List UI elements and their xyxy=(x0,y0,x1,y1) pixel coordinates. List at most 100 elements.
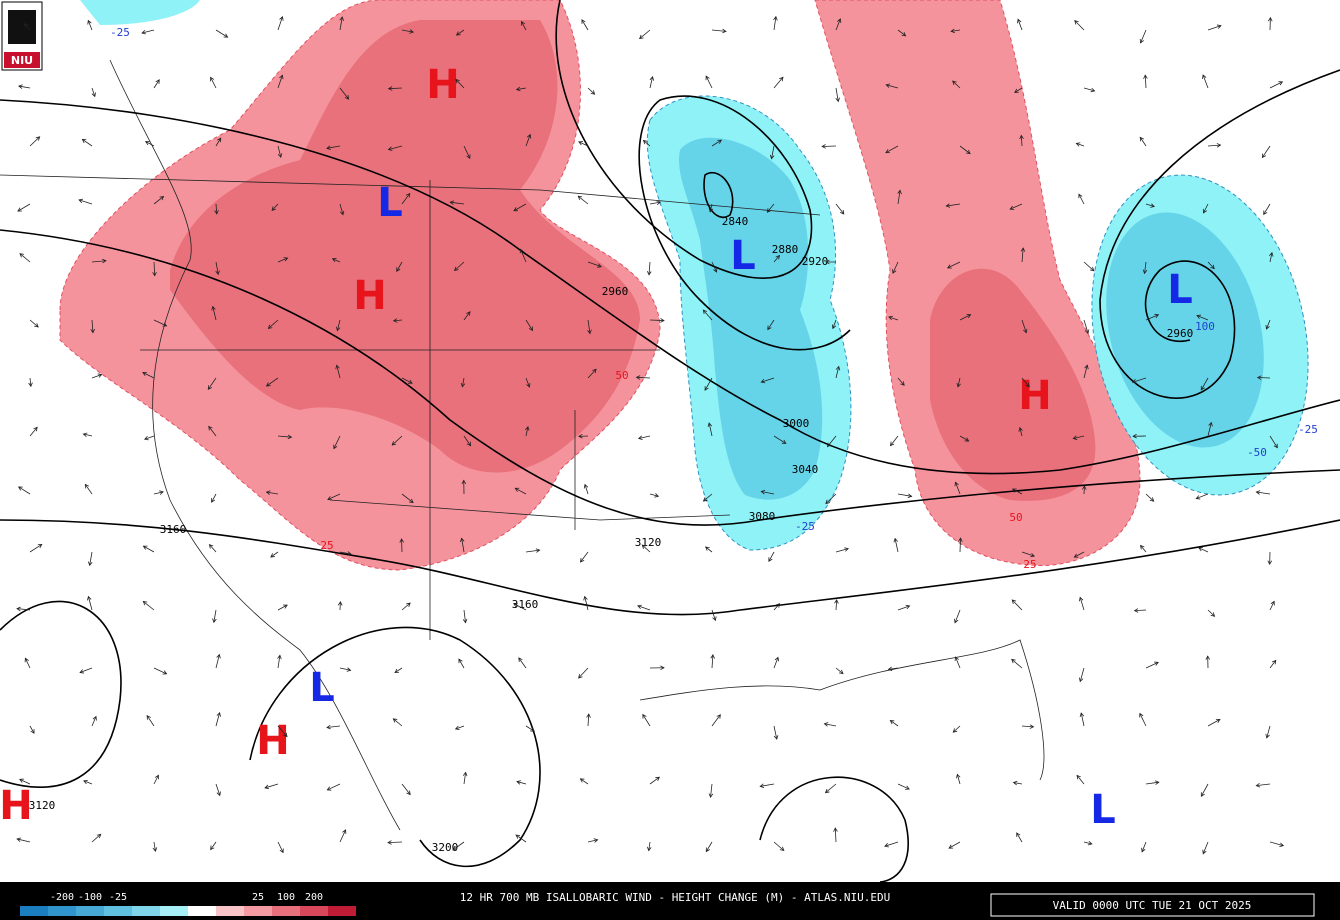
wind-arrow-head xyxy=(396,267,401,272)
wind-arrow xyxy=(956,774,961,785)
wind-arrow xyxy=(955,656,961,669)
wind-arrow-head xyxy=(707,422,713,428)
boundary-line xyxy=(0,59,1045,831)
wind-arrow xyxy=(326,725,341,728)
wind-arrow xyxy=(1009,203,1023,210)
wind-arrow-head xyxy=(453,266,459,272)
wind-arrow xyxy=(29,725,35,734)
wind-arrow xyxy=(951,29,961,32)
wind-arrow-head xyxy=(1143,74,1148,79)
wind-arrow xyxy=(339,87,349,100)
wind-arrow xyxy=(339,203,344,215)
wind-arrow xyxy=(897,493,912,497)
wind-arrow-head xyxy=(1270,600,1275,606)
wind-arrow xyxy=(1083,841,1092,845)
wind-arrow xyxy=(16,838,31,843)
wind-arrow-head xyxy=(656,200,662,205)
contour-label: 2920 xyxy=(802,255,829,268)
wind-arrow-head xyxy=(1078,193,1083,199)
wind-arrow-head xyxy=(212,618,217,624)
wind-arrow-head xyxy=(1090,87,1096,93)
wind-arrow xyxy=(78,199,93,205)
wind-arrow-head xyxy=(966,149,971,155)
contour-line xyxy=(0,229,1340,526)
wind-arrow-head xyxy=(1073,553,1079,558)
wind-arrow xyxy=(141,29,155,34)
wind-arrow xyxy=(1079,667,1085,682)
wind-arrow xyxy=(401,193,411,205)
wind-arrow xyxy=(1198,547,1209,553)
wind-arrow xyxy=(153,319,167,327)
wind-arrow-head xyxy=(705,847,710,853)
wind-arrow xyxy=(209,544,217,553)
wind-arrow xyxy=(91,834,102,843)
wind-arrow xyxy=(525,549,540,553)
wind-arrow-head xyxy=(766,208,772,213)
wind-arrow xyxy=(711,654,714,669)
legend-swatch xyxy=(132,906,160,916)
wind-arrow-head xyxy=(28,382,33,388)
wind-arrow xyxy=(708,422,713,437)
wind-arrow-head xyxy=(87,595,92,601)
wind-arrow-head xyxy=(641,544,647,549)
wind-arrow xyxy=(825,783,837,794)
wind-arrow-head xyxy=(409,29,414,34)
wind-arrow-head xyxy=(716,714,721,719)
wind-arrow xyxy=(463,145,471,159)
wind-arrow-head xyxy=(520,20,525,26)
contour-line xyxy=(703,172,734,218)
wind-arrow xyxy=(277,655,281,669)
contour-label: 3000 xyxy=(783,417,810,430)
wind-arrow xyxy=(1076,775,1085,785)
wind-arrow-head xyxy=(1268,16,1273,22)
wind-arrow-head xyxy=(885,149,890,154)
wind-arrow-head xyxy=(655,776,661,781)
wind-arrow-head xyxy=(956,773,961,779)
wind-arrow-head xyxy=(1011,599,1017,604)
wind-arrow xyxy=(637,605,651,611)
wind-arrow-head xyxy=(1025,382,1030,388)
wind-arrow-head xyxy=(461,479,467,485)
wind-arrow xyxy=(513,203,527,212)
wind-arrow-head xyxy=(1273,443,1278,449)
wind-arrow-head xyxy=(409,498,414,504)
wind-arrow xyxy=(463,435,471,446)
wind-arrow-head xyxy=(518,657,523,662)
wind-arrow xyxy=(648,841,651,851)
wind-arrow xyxy=(268,319,279,329)
wind-arrow xyxy=(587,839,598,843)
wind-arrow-head xyxy=(956,382,961,388)
wind-arrow-head xyxy=(1081,485,1087,490)
wind-arrow-head xyxy=(337,600,343,606)
wind-arrow-head xyxy=(945,203,951,208)
wind-arrow xyxy=(455,79,465,89)
wind-arrow xyxy=(584,596,589,611)
wind-arrow-head xyxy=(1202,208,1207,214)
wind-arrow-head xyxy=(466,311,471,316)
wind-arrow xyxy=(954,609,961,623)
wind-arrow-head xyxy=(159,490,164,495)
wind-arrow-head xyxy=(637,435,643,440)
fall-area xyxy=(1106,212,1264,448)
wind-arrow xyxy=(393,718,403,727)
wind-arrow xyxy=(649,493,659,497)
wind-arrow-head xyxy=(1012,780,1018,786)
wind-arrow xyxy=(1269,601,1275,611)
wind-arrow xyxy=(1207,25,1222,31)
wind-arrow-head xyxy=(642,713,647,719)
wind-arrow-head xyxy=(1265,324,1270,330)
wind-arrow xyxy=(884,841,899,847)
wind-arrow xyxy=(897,783,910,790)
legend-swatch xyxy=(272,906,300,916)
wind-arrow-head xyxy=(394,668,400,674)
wind-arrow-head xyxy=(1202,74,1207,80)
wind-arrow xyxy=(525,426,529,437)
wind-arrow-head xyxy=(1078,596,1084,602)
wind-arrow xyxy=(886,84,899,89)
wind-arrow-head xyxy=(339,210,345,216)
wind-arrow-head xyxy=(458,658,463,664)
wind-arrow xyxy=(1079,597,1085,611)
wind-arrow xyxy=(29,319,39,328)
wind-arrow xyxy=(516,781,527,785)
wind-arrow xyxy=(1078,194,1085,205)
